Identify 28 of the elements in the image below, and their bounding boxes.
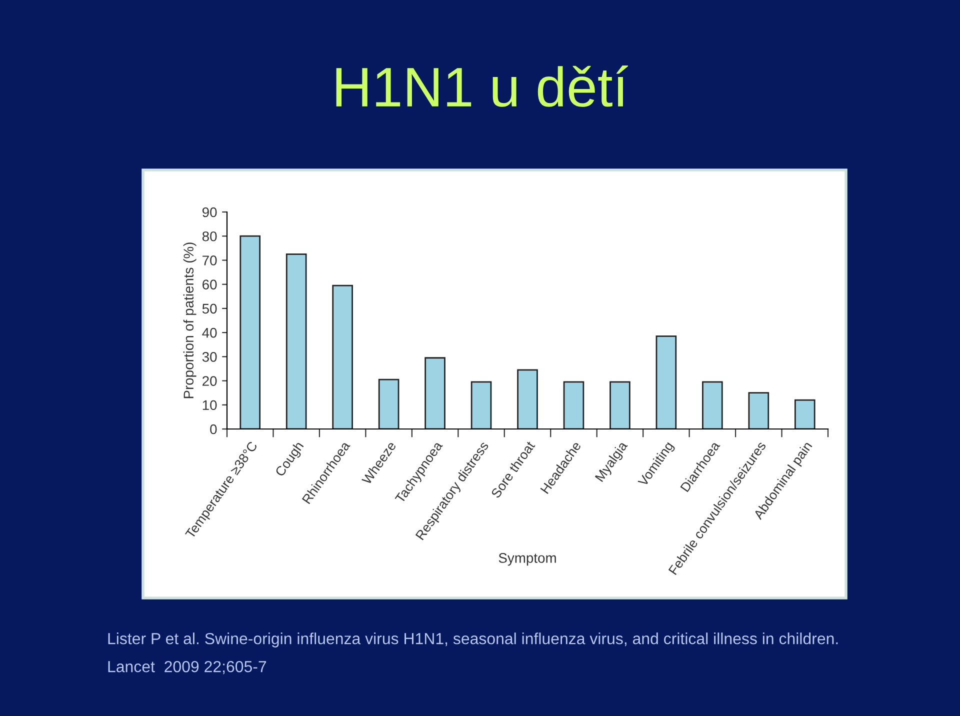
bar bbox=[470, 381, 492, 429]
y-tick-label: 10 bbox=[202, 400, 217, 410]
y-tick-label: 50 bbox=[202, 304, 217, 314]
y-tick-label: 30 bbox=[202, 352, 217, 362]
y-tick-label: 70 bbox=[202, 256, 217, 266]
y-tick-label: 60 bbox=[202, 280, 217, 290]
bar bbox=[563, 381, 584, 429]
bar bbox=[656, 335, 677, 429]
y-tick-label: 20 bbox=[202, 376, 217, 386]
bar bbox=[702, 381, 723, 429]
bar bbox=[610, 381, 630, 429]
bar bbox=[378, 378, 400, 429]
y-tick-label: 40 bbox=[202, 328, 217, 338]
bar bbox=[794, 399, 816, 429]
bar bbox=[240, 235, 261, 429]
y-tick-label: 0 bbox=[210, 424, 217, 434]
bar bbox=[517, 369, 538, 429]
y-tick-label: 90 bbox=[202, 207, 217, 218]
chart-title: H1N1 u dětí bbox=[336, 65, 628, 107]
bar bbox=[286, 254, 307, 429]
text: Lancet 2009 22;605-7 bbox=[108, 660, 266, 674]
y-tick-label: 80 bbox=[202, 231, 217, 242]
text: Lister P et al. Swine-origin influenza virus H1N1, seasonal influenza virus, and critical illness in children. bbox=[108, 632, 838, 648]
bar bbox=[332, 284, 353, 429]
x-axis-title: Symptom bbox=[498, 553, 556, 566]
y-axis-title: Proportion of patients (%) bbox=[183, 242, 196, 398]
bar bbox=[424, 357, 446, 429]
bar bbox=[748, 392, 770, 429]
